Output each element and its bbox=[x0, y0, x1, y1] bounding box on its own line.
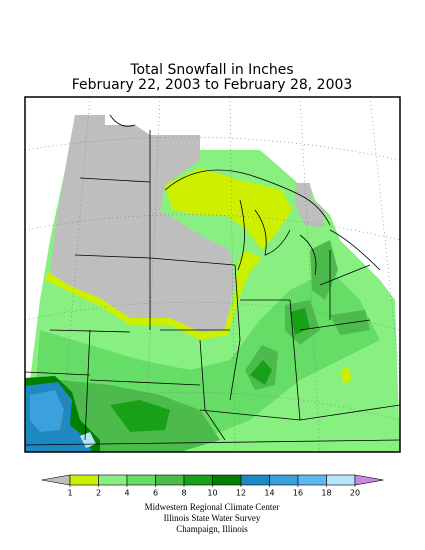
tick-label: 20 bbox=[350, 489, 360, 498]
state-border bbox=[25, 130, 400, 446]
snow-region bbox=[50, 115, 235, 335]
color-bar-bin bbox=[297, 474, 327, 486]
footer-line: Illinois State Water Survey bbox=[164, 513, 261, 523]
color-bar-bin bbox=[183, 474, 213, 486]
snow-region bbox=[290, 308, 310, 335]
snow-region bbox=[30, 390, 64, 432]
tick-label: 12 bbox=[236, 489, 246, 498]
color-bar-bin bbox=[69, 474, 99, 486]
snow-region bbox=[165, 168, 292, 250]
tick-label: 6 bbox=[153, 489, 158, 498]
tick-label: 18 bbox=[321, 489, 331, 498]
color-bar: 1 2 4 6 8 10 12 14 16 18 20 bbox=[41, 474, 384, 498]
snow-region bbox=[110, 400, 170, 432]
tick-label: 14 bbox=[264, 489, 274, 498]
color-bar-bin bbox=[126, 474, 156, 486]
color-bar-bin bbox=[240, 474, 270, 486]
color-bar-bin bbox=[98, 474, 128, 486]
tick-label: 4 bbox=[124, 489, 129, 498]
snow-region bbox=[310, 240, 338, 300]
map bbox=[25, 97, 400, 452]
color-bar-bin bbox=[212, 474, 242, 486]
footer-line: Champaign, Illinois bbox=[176, 524, 248, 534]
title-line: Total Snowfall in Inches bbox=[129, 62, 293, 78]
color-bar-over bbox=[354, 474, 384, 486]
tick-label: 2 bbox=[96, 489, 101, 498]
footer-line: Midwestern Regional Climate Center bbox=[145, 502, 280, 512]
color-bar-bin bbox=[155, 474, 185, 486]
title-line: February 22, 2003 to February 28, 2003 bbox=[72, 77, 353, 93]
snow-region bbox=[250, 360, 272, 385]
snow-region bbox=[295, 183, 325, 228]
snow-region bbox=[45, 250, 262, 340]
snow-region bbox=[340, 366, 352, 384]
tick-label: 16 bbox=[293, 489, 303, 498]
lake-shore bbox=[109, 114, 381, 286]
tick-label: 10 bbox=[207, 489, 217, 498]
map-frame bbox=[24, 96, 401, 453]
color-bar-bin bbox=[326, 474, 356, 486]
tick-label: 8 bbox=[181, 489, 186, 498]
tick-label: 1 bbox=[67, 489, 72, 498]
color-bar-bin bbox=[269, 474, 299, 486]
